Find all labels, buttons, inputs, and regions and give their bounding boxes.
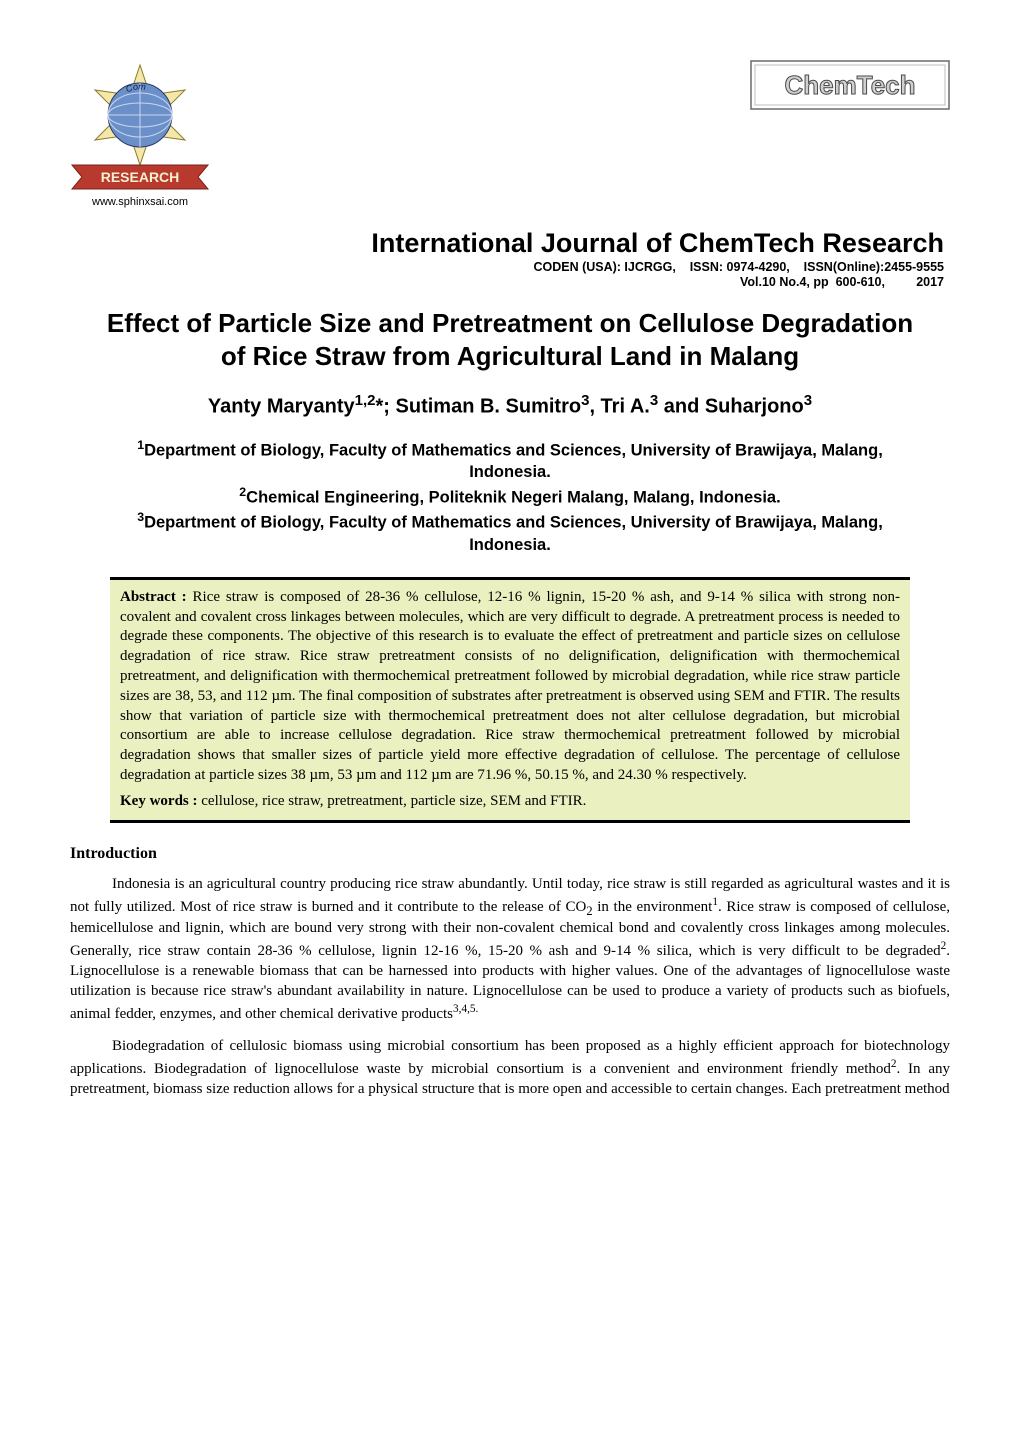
chemtech-logo: ChemTech [750, 60, 950, 110]
affiliation-1: 1Department of Biology, Faculty of Mathe… [110, 437, 910, 484]
abstract-paragraph: Abstract : Rice straw is composed of 28-… [120, 588, 900, 786]
seal-icon: Com RESEARCH www.sphinxsai.com [70, 60, 210, 210]
publisher-logo: Com RESEARCH www.sphinxsai.com [70, 60, 210, 210]
affiliation-3: 3Department of Biology, Faculty of Mathe… [110, 509, 910, 556]
keywords-text: cellulose, rice straw, pretreatment, par… [201, 793, 586, 809]
abstract-box: Abstract : Rice straw is composed of 28-… [110, 577, 910, 823]
article-title: Effect of Particle Size and Pretreatment… [100, 307, 920, 372]
journal-name: International Journal of ChemTech Resear… [70, 228, 944, 259]
body-paragraph-1: Indonesia is an agricultural country pro… [70, 875, 950, 1025]
page-container: Com RESEARCH www.sphinxsai.com ChemTech [0, 0, 1020, 1152]
keywords-line: Key words : cellulose, rice straw, pretr… [120, 792, 900, 812]
svg-text:ChemTech: ChemTech [785, 70, 916, 100]
affiliations-block: 1Department of Biology, Faculty of Mathe… [70, 437, 950, 557]
abstract-text: Rice straw is composed of 28-36 % cellul… [120, 589, 900, 783]
keywords-label: Key words : [120, 793, 201, 809]
chemtech-logo-icon: ChemTech [750, 60, 950, 110]
body-paragraph-2: Biodegradation of cellulosic biomass usi… [70, 1037, 950, 1100]
journal-meta-line-2: Vol.10 No.4, pp 600-610, 2017 [70, 275, 944, 289]
abstract-label: Abstract : [120, 589, 193, 605]
logo-row: Com RESEARCH www.sphinxsai.com ChemTech [70, 60, 950, 210]
section-heading-introduction: Introduction [70, 845, 950, 863]
journal-meta-line-1: CODEN (USA): IJCRGG, ISSN: 0974-4290, IS… [70, 260, 944, 274]
affiliation-2: 2Chemical Engineering, Politeknik Negeri… [110, 484, 910, 509]
research-banner-text: RESEARCH [101, 169, 180, 185]
publisher-url-text: www.sphinxsai.com [91, 196, 188, 208]
authors: Yanty Maryanty1,2*; Sutiman B. Sumitro3,… [70, 392, 950, 419]
journal-header: International Journal of ChemTech Resear… [70, 228, 950, 289]
